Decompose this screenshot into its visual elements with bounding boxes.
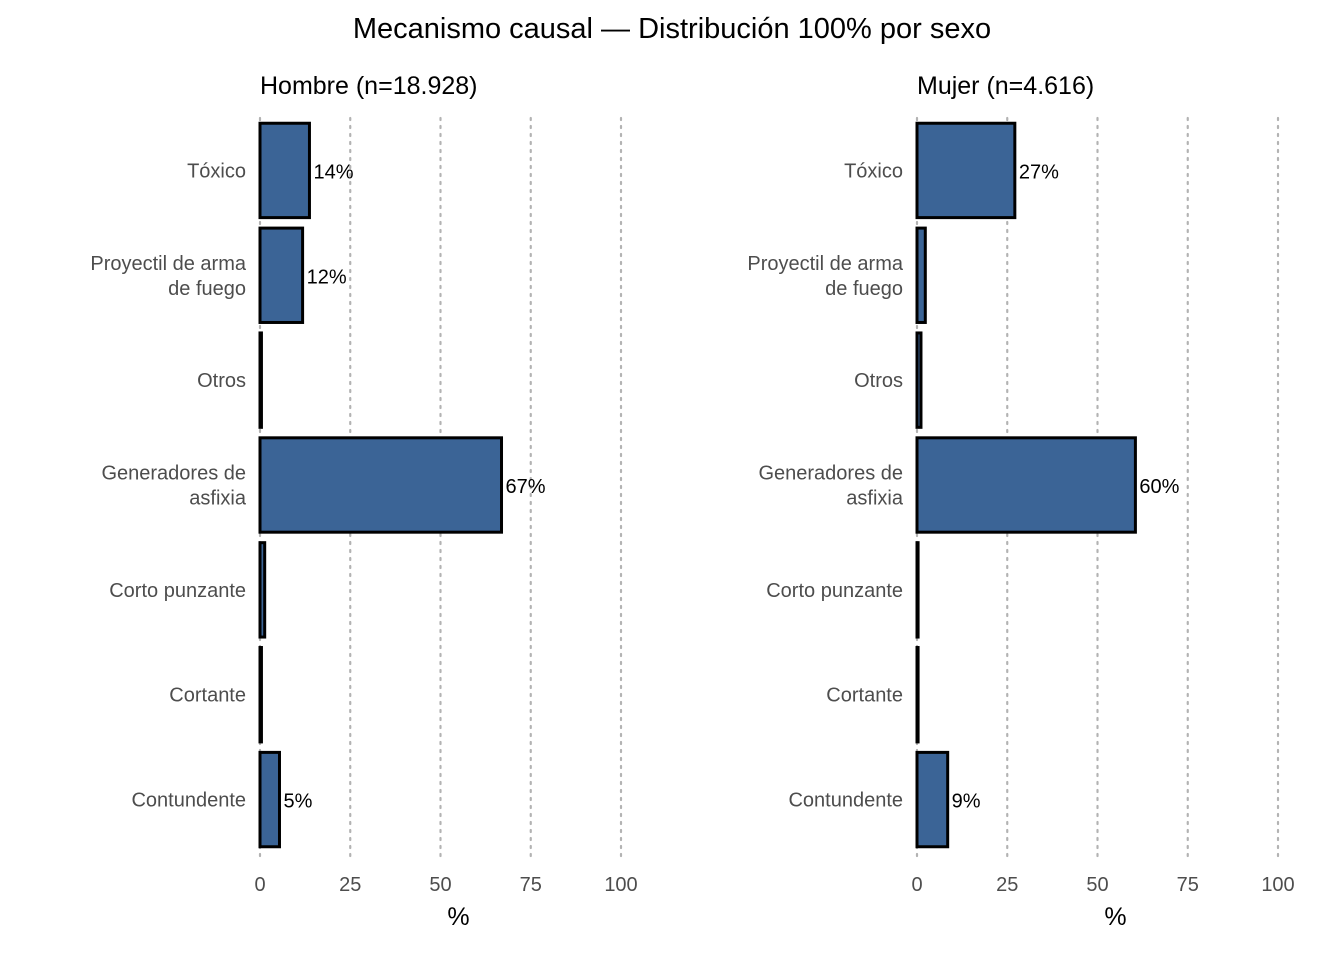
category-label: Proyectil de arma de fuego (747, 253, 903, 300)
bar (915, 541, 920, 639)
category-label-line: de fuego (168, 278, 246, 300)
data-label: 5% (283, 791, 312, 813)
data-label: 67% (506, 476, 546, 498)
x-tick-label: 75 (1177, 874, 1199, 896)
panel-title-mujer: Mujer (n=4.616) (917, 72, 1094, 100)
category-label-line: Cortante (169, 685, 246, 707)
data-label: 60% (1139, 476, 1179, 498)
category-label-line: Contundente (788, 790, 903, 812)
category-label-line: Proyectil de arma (90, 253, 246, 275)
category-label-line: Tóxico (844, 160, 903, 182)
data-label: 9% (952, 791, 981, 813)
x-tick-label: 25 (996, 874, 1018, 896)
category-label: Cortante (826, 685, 903, 707)
category-label-line: Otros (197, 370, 246, 392)
category-label: Contundente (131, 790, 246, 812)
bar (258, 750, 281, 849)
category-label: Generadores de asfixia (101, 463, 246, 510)
bar (258, 646, 263, 744)
x-tick-label: 75 (520, 874, 542, 896)
category-label-line: Corto punzante (766, 580, 903, 602)
category-label-line: Cortante (826, 685, 903, 707)
panel-title-hombre: Hombre (n=18.928) (260, 72, 477, 100)
category-label-line: Proyectil de arma (747, 253, 903, 275)
category-label: Otros (197, 370, 246, 392)
bar (258, 331, 263, 429)
x-tick-label: 100 (604, 874, 637, 896)
bar (915, 331, 923, 429)
x-tick-label: 50 (1086, 874, 1108, 896)
category-label-line: Generadores de (758, 463, 903, 485)
category-label-line: Corto punzante (109, 580, 246, 602)
bar (915, 436, 1137, 534)
chart-title: Mecanismo causal — Distribución 100% por… (353, 13, 991, 45)
category-label-line: Otros (854, 370, 903, 392)
data-label: 12% (307, 266, 347, 288)
bar (915, 750, 950, 849)
bar (915, 121, 1017, 220)
category-label: Generadores de asfixia (758, 463, 903, 510)
x-tick-label: 0 (254, 874, 265, 896)
bar (915, 646, 920, 744)
category-label: Proyectil de arma de fuego (90, 253, 246, 300)
x-tick-label: 100 (1261, 874, 1294, 896)
panel-hombre: Hombre (n=18.928) 0 25 50 75 100% Tóxico 14% Pro… (90, 72, 637, 931)
category-label: Tóxico (187, 160, 246, 182)
bar (258, 436, 504, 534)
x-tick-label: 0 (911, 874, 922, 896)
category-label-line: asfixia (189, 488, 247, 510)
bar (258, 226, 305, 324)
panel-mujer: Mujer (n=4.616) 0 25 50 75 100% Tóxico 27% Proye… (747, 72, 1294, 931)
category-label: Corto punzante (109, 580, 246, 602)
category-label: Contundente (788, 790, 903, 812)
category-label-line: Generadores de (101, 463, 246, 485)
bar (915, 226, 927, 324)
category-label-line: asfixia (846, 488, 904, 510)
category-label-line: Tóxico (187, 160, 246, 182)
category-label-line: de fuego (825, 278, 903, 300)
x-tick-label: 50 (429, 874, 451, 896)
bar (258, 541, 267, 639)
category-label: Cortante (169, 685, 246, 707)
bar (258, 121, 311, 220)
data-label: 14% (313, 161, 353, 183)
category-label: Otros (854, 370, 903, 392)
x-tick-label: 25 (339, 874, 361, 896)
category-label: Tóxico (844, 160, 903, 182)
data-label: 27% (1019, 161, 1059, 183)
category-label-line: Contundente (131, 790, 246, 812)
x-axis-label: % (1104, 903, 1126, 931)
x-axis-label: % (447, 903, 469, 931)
category-label: Corto punzante (766, 580, 903, 602)
